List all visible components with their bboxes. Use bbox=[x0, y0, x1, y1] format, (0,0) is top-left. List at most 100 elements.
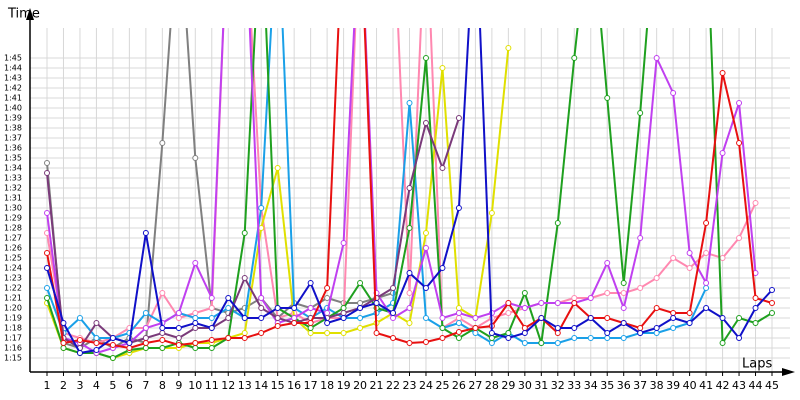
lap-point bbox=[258, 315, 265, 321]
x-tick-label: 22 bbox=[386, 379, 400, 392]
x-tick-label: 41 bbox=[699, 379, 713, 392]
y-tick-label: 1:21 bbox=[4, 294, 22, 303]
lap-point bbox=[192, 315, 199, 321]
lap-point bbox=[406, 320, 413, 326]
y-tick-label: 1:40 bbox=[4, 104, 22, 113]
tick-labels: 1:151:161:171:181:191:201:211:221:231:24… bbox=[4, 54, 779, 393]
lap-point bbox=[76, 350, 83, 356]
lap-point bbox=[225, 305, 232, 311]
lap-point bbox=[719, 340, 726, 346]
lap-point bbox=[653, 275, 660, 281]
lap-point bbox=[686, 265, 693, 271]
lap-point bbox=[472, 325, 479, 331]
x-tick-label: 19 bbox=[337, 379, 351, 392]
lap-point bbox=[587, 315, 594, 321]
lap-point bbox=[324, 310, 331, 316]
lap-point bbox=[159, 337, 166, 343]
y-tick-label: 1:42 bbox=[4, 84, 22, 93]
lap-point bbox=[142, 325, 149, 331]
lap-point bbox=[291, 305, 298, 311]
lap-point bbox=[340, 330, 347, 336]
y-tick-label: 1:43 bbox=[4, 74, 22, 83]
lap-point bbox=[324, 285, 331, 291]
lap-point bbox=[422, 120, 429, 126]
y-tick-label: 1:17 bbox=[4, 334, 22, 343]
lap-point bbox=[307, 325, 314, 331]
lap-point bbox=[455, 320, 462, 326]
lap-point bbox=[670, 310, 677, 316]
y-tick-label: 1:18 bbox=[4, 324, 22, 333]
x-tick-label: 4 bbox=[93, 379, 100, 392]
x-tick-label: 6 bbox=[126, 379, 133, 392]
lap-point bbox=[241, 330, 248, 336]
lap-point bbox=[455, 335, 462, 341]
lap-point bbox=[587, 335, 594, 341]
lap-point bbox=[752, 305, 759, 311]
lap-point bbox=[488, 340, 495, 346]
x-tick-label: 36 bbox=[617, 379, 631, 392]
lap-point bbox=[373, 330, 380, 336]
x-tick-label: 27 bbox=[468, 379, 482, 392]
lap-point bbox=[538, 340, 545, 346]
lap-point bbox=[175, 342, 182, 348]
lap-point bbox=[142, 310, 149, 316]
series-line bbox=[46, 28, 757, 355]
x-tick-label: 40 bbox=[683, 379, 697, 392]
lap-point bbox=[769, 287, 775, 293]
x-tick-label: 26 bbox=[452, 379, 466, 392]
y-tick-label: 1:31 bbox=[4, 194, 22, 203]
x-tick-label: 2 bbox=[60, 379, 67, 392]
x-tick-label: 1 bbox=[44, 379, 51, 392]
lap-point bbox=[719, 70, 726, 76]
lap-point bbox=[274, 323, 281, 329]
lap-point bbox=[241, 230, 248, 236]
lap-point bbox=[142, 340, 149, 346]
x-axis-label: Laps bbox=[742, 357, 772, 372]
lap-point bbox=[472, 330, 479, 336]
lap-point bbox=[175, 325, 182, 331]
x-tick-label: 23 bbox=[403, 379, 417, 392]
lap-point bbox=[736, 315, 743, 321]
lap-point bbox=[159, 290, 166, 296]
y-tick-label: 1:15 bbox=[4, 354, 22, 363]
lap-point bbox=[406, 100, 413, 106]
x-tick-label: 14 bbox=[254, 379, 268, 392]
lap-point bbox=[620, 280, 627, 286]
lap-point bbox=[192, 260, 199, 266]
x-tick-label: 39 bbox=[666, 379, 680, 392]
lap-point bbox=[109, 355, 116, 361]
y-tick-label: 1:45 bbox=[4, 54, 22, 63]
y-axis-arrow bbox=[26, 8, 34, 20]
lap-point bbox=[324, 330, 331, 336]
lap-point bbox=[686, 250, 693, 256]
x-axis-arrow bbox=[782, 368, 795, 376]
lap-point bbox=[554, 300, 561, 306]
lap-point bbox=[357, 280, 364, 286]
lap-point bbox=[208, 337, 215, 343]
lap-point bbox=[175, 315, 182, 321]
lap-point bbox=[653, 325, 660, 331]
lap-point bbox=[340, 310, 347, 316]
lap-point bbox=[670, 315, 677, 321]
x-tick-label: 3 bbox=[76, 379, 83, 392]
lap-point bbox=[521, 305, 528, 311]
x-tick-label: 10 bbox=[188, 379, 202, 392]
x-tick-label: 8 bbox=[159, 379, 166, 392]
x-tick-label: 13 bbox=[238, 379, 252, 392]
lap-point bbox=[703, 250, 710, 256]
lap-point bbox=[44, 250, 50, 256]
lap-point bbox=[258, 295, 265, 301]
lap-point bbox=[76, 337, 83, 343]
lap-point bbox=[653, 330, 660, 336]
lap-point bbox=[604, 95, 611, 101]
lap-point bbox=[274, 305, 281, 311]
x-tick-label: 5 bbox=[109, 379, 116, 392]
lap-point bbox=[538, 315, 545, 321]
y-tick-label: 1:35 bbox=[4, 154, 22, 163]
lap-point bbox=[324, 295, 331, 301]
lap-point bbox=[44, 285, 50, 291]
lap-point bbox=[703, 285, 710, 291]
lap-point bbox=[406, 185, 413, 191]
x-tick-label: 29 bbox=[501, 379, 515, 392]
lap-point bbox=[422, 285, 429, 291]
